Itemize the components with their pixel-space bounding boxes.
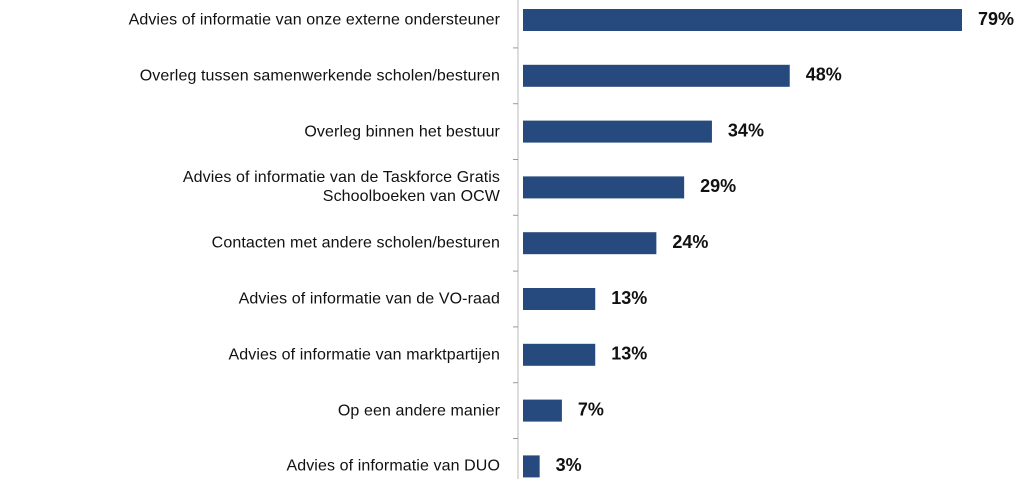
bar xyxy=(523,120,712,143)
category-label: Advies of informatie van marktpartijen xyxy=(228,346,500,364)
bar xyxy=(523,343,596,366)
value-label: 34% xyxy=(728,120,764,140)
category-label: Contacten met andere scholen/besturen xyxy=(211,234,500,252)
bar xyxy=(523,288,596,310)
category-label: Advies of informatie van onze externe on… xyxy=(128,11,500,29)
value-label: 79% xyxy=(978,9,1014,29)
value-label: 13% xyxy=(611,344,647,364)
bar xyxy=(523,176,685,199)
bar xyxy=(523,9,962,31)
bar xyxy=(523,64,790,87)
category-label: Advies of informatie van de VO-raad xyxy=(238,290,500,308)
bar xyxy=(523,232,657,255)
value-label: 29% xyxy=(700,176,736,196)
category-label: Overleg binnen het bestuur xyxy=(304,123,500,141)
bar xyxy=(523,399,562,422)
bar xyxy=(523,455,540,478)
category-label: Overleg tussen samenwerkende scholen/bes… xyxy=(139,67,500,85)
value-label: 24% xyxy=(672,232,708,252)
value-label: 13% xyxy=(611,288,647,308)
value-label: 48% xyxy=(806,65,842,85)
category-label: Advies of informatie van DUO xyxy=(286,457,500,475)
value-label: 3% xyxy=(556,455,582,475)
value-label: 7% xyxy=(578,399,604,419)
category-label: Op een andere manier xyxy=(337,402,500,420)
category-label: Advies of informatie van de Taskforce Gr… xyxy=(182,169,500,206)
